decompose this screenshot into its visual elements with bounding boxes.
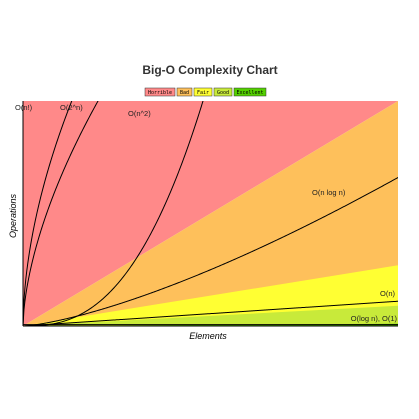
- legend-label: Good: [217, 90, 229, 96]
- chart-title: Big-O Complexity Chart: [142, 63, 277, 77]
- curve-o-n: [23, 300, 398, 326]
- curve-label-o-n-2: O(n^2): [128, 109, 151, 118]
- curve-label-o-n-log-n: O(n log n): [312, 188, 346, 197]
- legend-swatch: [144, 87, 176, 97]
- legend-item-horrible: Horrible: [144, 87, 176, 97]
- curve-label-o-n: O(n): [380, 289, 396, 298]
- legend-swatch: [176, 87, 193, 97]
- curve-label-o-n: O(n!): [15, 103, 33, 112]
- curve-o-n: [23, 101, 73, 326]
- chart-legend: Horrible Bad Fair Good Excellent: [144, 87, 267, 97]
- legend-item-bad: Bad: [176, 87, 193, 97]
- complexity-curves: [23, 101, 398, 326]
- chart-axes: [22, 101, 398, 327]
- curve-label-o-log-n-o-1: O(log n), O(1): [351, 314, 398, 323]
- legend-label: Excellent: [236, 90, 263, 96]
- legend-label: Horrible: [148, 90, 172, 96]
- legend-item-fair: Fair: [193, 87, 213, 97]
- complexity-regions: [23, 101, 398, 326]
- legend-item-good: Good: [213, 87, 233, 97]
- legend-swatch: [193, 87, 213, 97]
- curve-o-n-log-n: [23, 177, 398, 326]
- region-good: [23, 305, 398, 326]
- curve-o-2-n: [23, 101, 99, 326]
- legend-item-excellent: Excellent: [233, 87, 267, 97]
- x-axis-label: Elements: [189, 331, 227, 341]
- y-axis-label: Operations: [8, 193, 18, 238]
- legend-swatch: [233, 87, 267, 97]
- legend-label: Fair: [197, 90, 209, 96]
- legend-swatch: [213, 87, 233, 97]
- region-bad: [23, 101, 398, 326]
- curve-label-o-2-n: O(2^n): [60, 103, 83, 112]
- curve-labels: O(n!) O(2^n) O(n^2) O(n log n) O(n) O(log n),…: [15, 103, 397, 323]
- legend-label: Bad: [180, 90, 189, 96]
